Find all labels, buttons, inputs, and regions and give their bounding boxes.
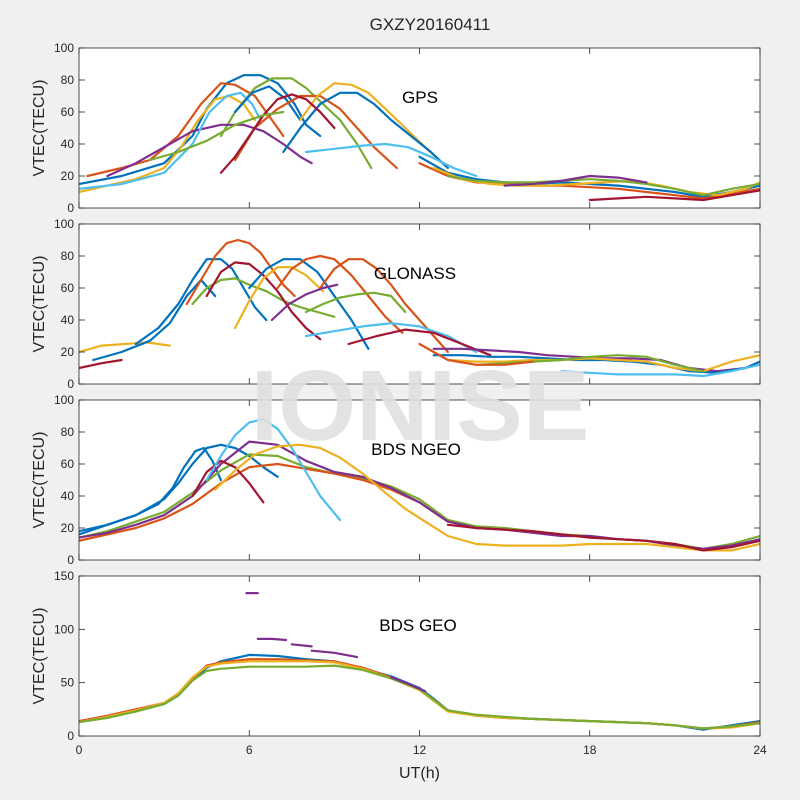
plot-area: [79, 576, 760, 736]
panel-label: BDS GEO: [379, 616, 456, 635]
series-line: [205, 418, 342, 522]
y-tick-label: 150: [54, 569, 74, 583]
series-group: [79, 591, 760, 731]
y-tick-label: 20: [61, 345, 75, 359]
series-line: [282, 91, 449, 170]
y-tick-label: 0: [67, 377, 74, 391]
series-line: [290, 643, 313, 648]
series-line: [79, 74, 322, 186]
series-line: [219, 93, 336, 174]
x-axis-label: UT(h): [399, 765, 440, 782]
series-line: [304, 322, 478, 354]
series-line: [148, 110, 285, 162]
y-tick-label: 0: [67, 729, 74, 743]
y-tick-label: 40: [61, 489, 75, 503]
series-group: [79, 74, 760, 202]
series-line: [106, 123, 313, 178]
y-tick-label: 20: [61, 521, 75, 535]
y-tick-label: 60: [61, 105, 75, 119]
panel-label: GPS: [402, 88, 438, 107]
y-tick-label: 80: [61, 425, 75, 439]
y-tick-label: 80: [61, 73, 75, 87]
series-line: [432, 166, 760, 197]
series-line: [248, 258, 370, 350]
series-line: [503, 174, 648, 187]
series-line: [205, 261, 322, 341]
x-tick-label: 0: [76, 743, 83, 757]
series-line: [446, 174, 760, 197]
panel-bds-geo: 0 50 100 150 0 6 12 18 24 VTEC(TECU) BDS GEO UT(h): [31, 569, 767, 782]
plot-area: [79, 48, 760, 208]
series-line: [446, 354, 760, 373]
y-tick-label: 100: [54, 622, 74, 636]
series-line: [191, 459, 265, 504]
series-line: [79, 91, 262, 190]
y-axis-label: VTEC(TECU): [31, 608, 48, 705]
series-line: [79, 341, 171, 354]
y-axis-label: VTEC(TECU): [31, 80, 48, 177]
y-tick-label: 40: [61, 137, 75, 151]
series-group: [79, 238, 760, 378]
y-tick-label: 60: [61, 457, 75, 471]
y-tick-label: 20: [61, 169, 75, 183]
series-line: [310, 649, 359, 659]
y-tick-label: 100: [54, 41, 74, 55]
series-line: [560, 363, 760, 378]
panel-label: BDS NGEO: [371, 440, 461, 459]
series-line: [276, 254, 404, 334]
y-axis-label: VTEC(TECU): [31, 432, 48, 529]
series-line: [270, 283, 339, 322]
y-tick-label: 0: [67, 201, 74, 215]
y-tick-label: 40: [61, 313, 75, 327]
x-tick-label: 12: [413, 743, 427, 757]
panel-gps: 0 20 40 60 80 100 VTEC(TECU) GPS: [31, 41, 761, 215]
panel-bds-ngeo: 0 20 40 60 80 100 VTEC(TECU) BDS NGEO: [31, 393, 761, 567]
series-line: [256, 637, 288, 642]
y-tick-label: 80: [61, 249, 75, 263]
series-line: [79, 358, 123, 370]
series-line: [234, 94, 398, 170]
y-tick-label: 50: [61, 676, 75, 690]
panel-label: GLONASS: [374, 264, 456, 283]
y-tick-label: 100: [54, 217, 74, 231]
x-tick-label: 24: [753, 743, 767, 757]
panel-glonass: 0 20 40 60 80 100 VTEC(TECU) GLONASS: [31, 217, 761, 391]
series-line: [79, 446, 222, 536]
series-line: [185, 238, 296, 306]
series-line: [304, 291, 407, 314]
series-line: [418, 342, 535, 366]
series-line: [304, 142, 478, 178]
x-tick-label: 6: [246, 743, 253, 757]
x-tick-label: 18: [583, 743, 597, 757]
series-line: [214, 443, 760, 552]
figure-title: GXZY20160411: [370, 15, 491, 34]
watermark-text: IONISE: [251, 350, 590, 462]
y-tick-label: 60: [61, 281, 75, 295]
series-line: [390, 676, 427, 693]
plot-area: [79, 400, 760, 560]
y-tick-label: 0: [67, 553, 74, 567]
series-line: [446, 523, 760, 552]
series-line: [234, 266, 325, 330]
y-tick-label: 100: [54, 393, 74, 407]
series-line: [234, 85, 302, 122]
y-axis-label: VTEC(TECU): [31, 256, 48, 353]
series-line: [347, 328, 492, 357]
series-group: [79, 418, 760, 552]
series-line: [588, 189, 760, 202]
